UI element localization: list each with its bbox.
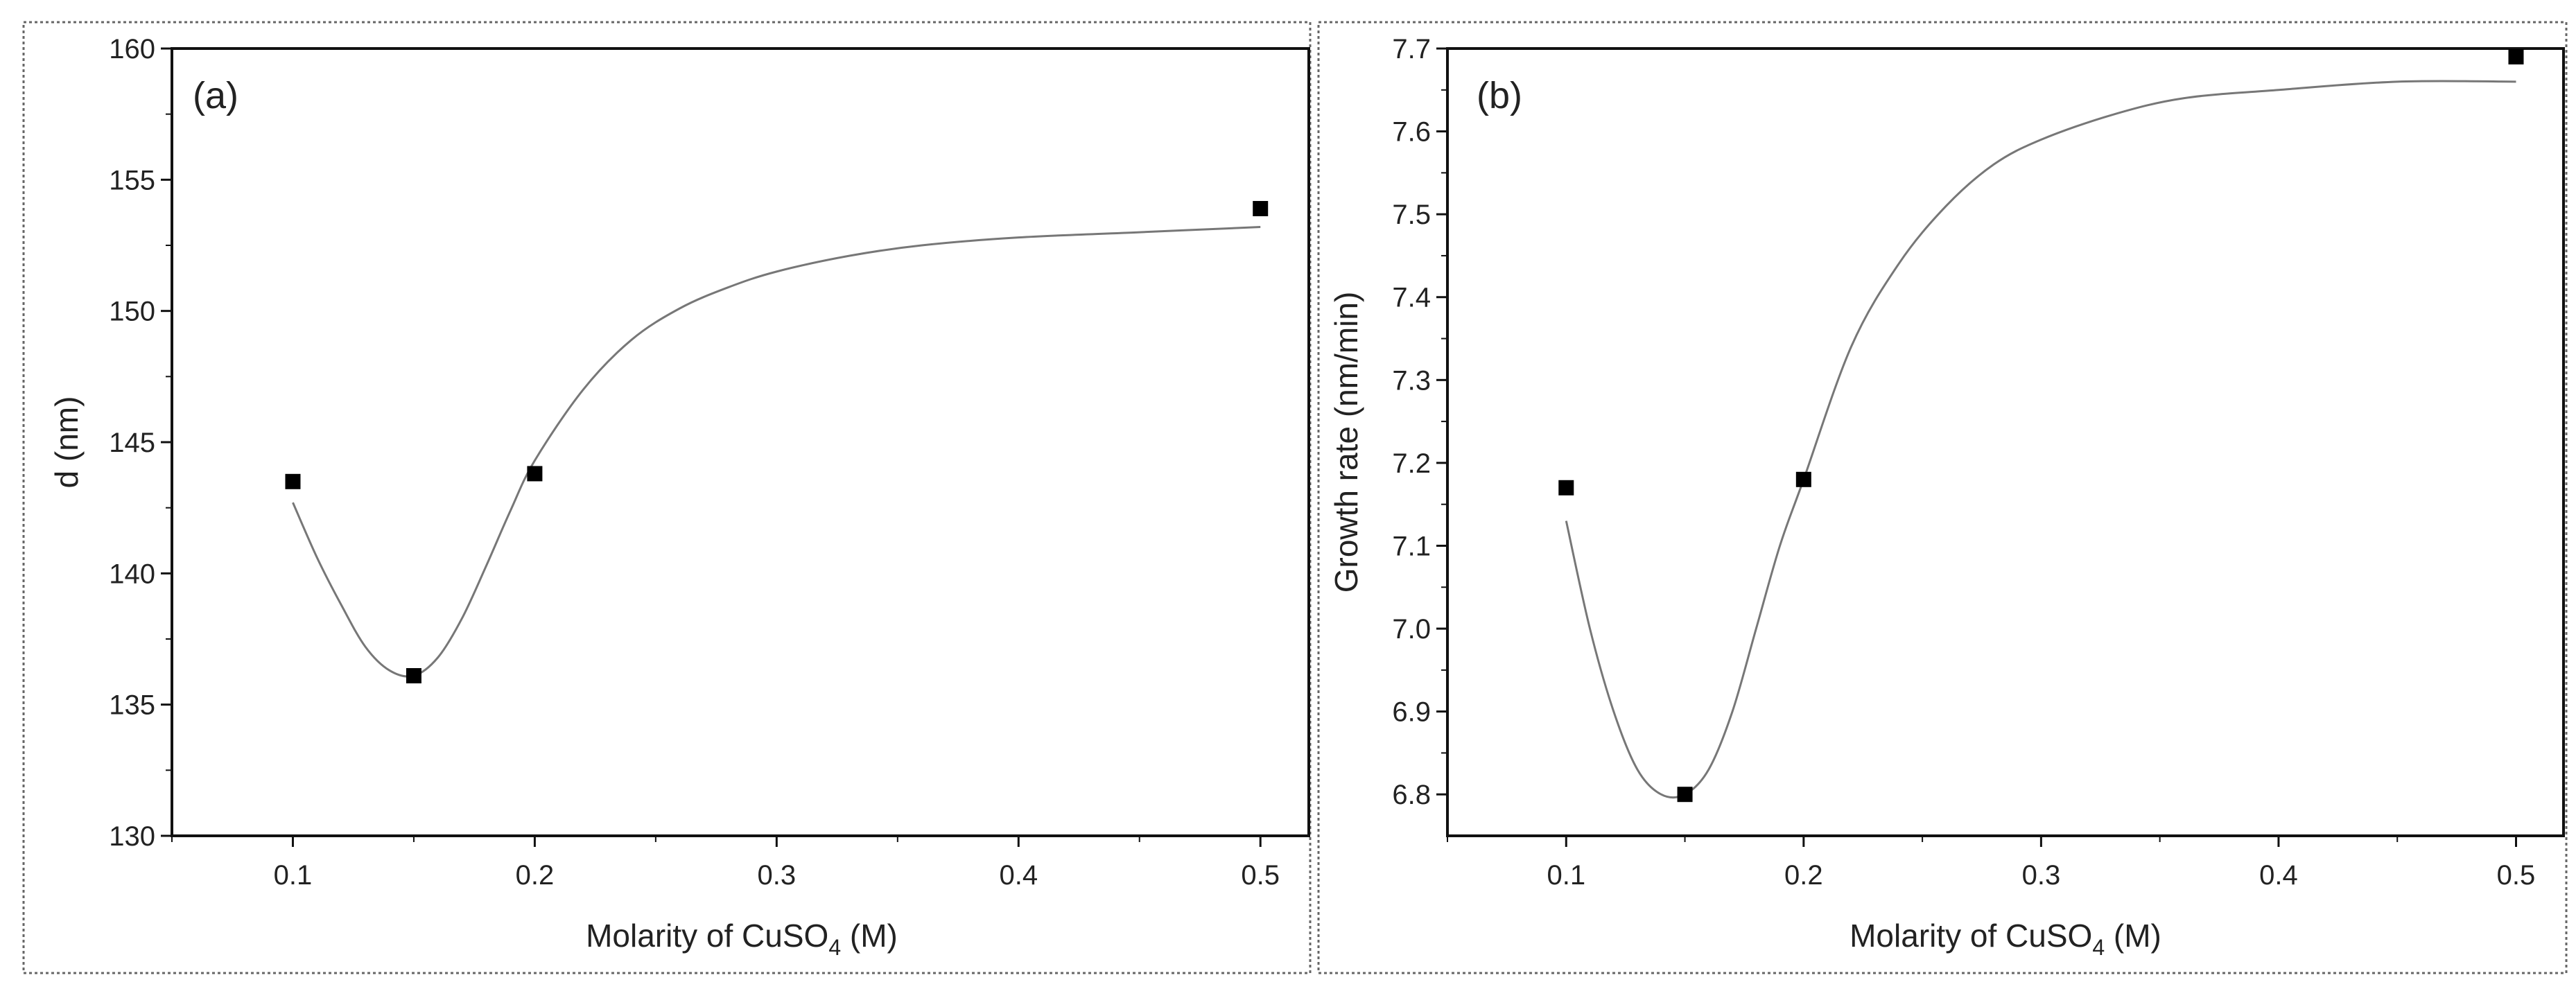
x-axis-title-subscript: 4: [828, 935, 841, 960]
y-tick-label: 160: [109, 34, 155, 64]
y-tick-label: 7.1: [1392, 531, 1431, 561]
x-tick-label: 0.4: [999, 860, 1038, 891]
panel-a-frame: [22, 21, 1312, 974]
data-point-marker: [1795, 471, 1811, 487]
data-point-marker: [1677, 787, 1693, 803]
x-axis-title-unit: (M): [841, 918, 898, 954]
x-tick-label: 0.3: [758, 860, 797, 891]
y-tick-label: 155: [109, 165, 155, 195]
y-tick-label: 135: [109, 690, 155, 721]
x-tick-label: 0.5: [1241, 860, 1280, 891]
fit-curve-line: [292, 225, 1261, 678]
data-point-marker: [285, 473, 301, 489]
x-tick-label: 0.3: [2022, 860, 2061, 891]
x-axis-title-unit: (M): [2105, 918, 2161, 954]
panel-b-frame: [1317, 21, 2568, 974]
y-tick-label: 7.3: [1392, 365, 1431, 396]
y-tick-label: 7.2: [1392, 448, 1431, 479]
panel-label: (b): [1477, 75, 1522, 116]
x-axis-title-subscript: 4: [2092, 935, 2105, 960]
y-axis-title: Growth rate (nm/min): [1328, 292, 1364, 593]
y-tick-label: 7.4: [1392, 283, 1431, 313]
y-tick-label: 6.8: [1392, 780, 1431, 810]
y-tick-label: 145: [109, 428, 155, 458]
panel-label: (a): [193, 75, 238, 116]
x-axis-title-main: Molarity of CuSO: [1850, 918, 2092, 954]
data-point-marker: [406, 668, 421, 684]
x-axis-title: Molarity of CuSO4 (M): [586, 918, 898, 960]
y-tick-label: 7.7: [1392, 34, 1431, 64]
x-tick-label: 0.4: [2259, 860, 2298, 891]
y-tick-label: 7.5: [1392, 200, 1431, 230]
y-tick-label: 6.9: [1392, 697, 1431, 728]
chart-panel-b: 0.1 0.2 0.3 0.4 0.5 6.8 6.9 7.0 7.1 7.2 7.3 7.4 7.5 7…: [1328, 34, 2565, 960]
x-tick-label: 0.2: [516, 860, 555, 891]
data-point-marker: [1558, 480, 1574, 496]
fit-curve-line: [1565, 80, 2516, 799]
y-tick-label: 130: [109, 821, 155, 852]
data-point-marker: [2508, 49, 2524, 64]
x-axis-title: Molarity of CuSO4 (M): [1850, 918, 2161, 960]
x-tick-label: 0.2: [1784, 860, 1823, 891]
y-tick-label: 7.0: [1392, 614, 1431, 645]
y-tick-label: 7.6: [1392, 117, 1431, 148]
plot-area-frame: [171, 47, 1310, 837]
y-axis-title: d (nm): [49, 396, 85, 489]
data-point-marker: [1253, 200, 1269, 216]
chart-panel-a: 0.1 0.2 0.3 0.4 0.5 130 135 140 145 150 155 160 (a) M…: [49, 34, 1310, 960]
y-tick-label: 150: [109, 297, 155, 327]
x-tick-label: 0.5: [2497, 860, 2536, 891]
x-tick-label: 0.1: [1547, 860, 1585, 891]
x-tick-label: 0.1: [274, 860, 313, 891]
data-point-marker: [527, 466, 543, 482]
plot-area-frame: [1446, 47, 2565, 837]
y-tick-label: 140: [109, 559, 155, 589]
x-axis-title-main: Molarity of CuSO: [586, 918, 828, 954]
